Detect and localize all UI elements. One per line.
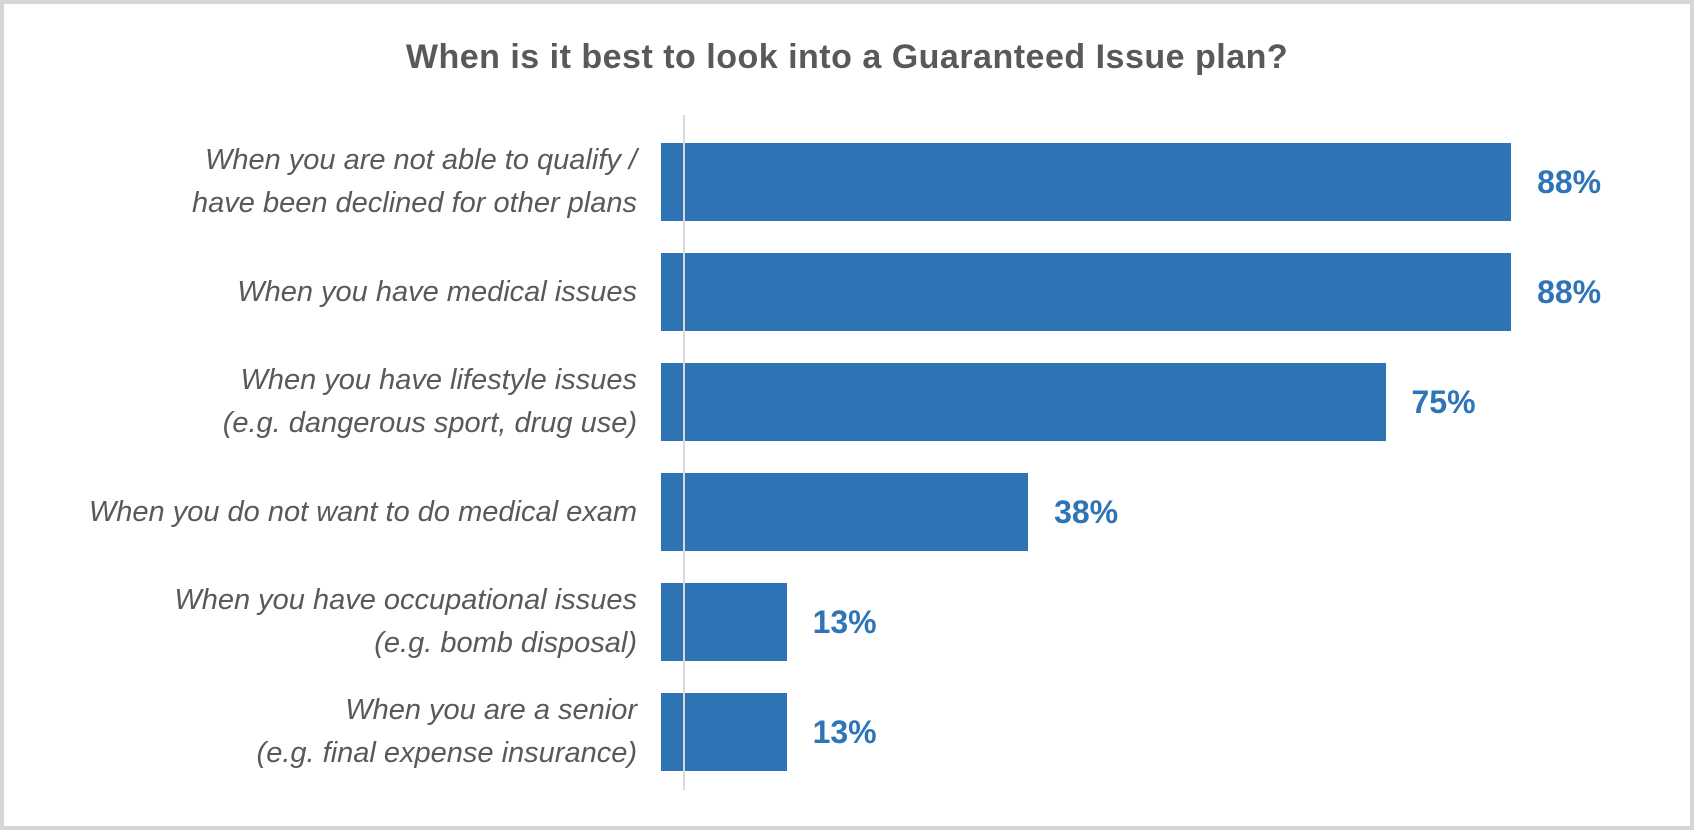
category-label: When you are a senior (e.g. final expens… <box>256 694 637 769</box>
bar <box>661 143 1512 221</box>
category-label: When you have occupational issues (e.g. … <box>174 584 637 659</box>
bar-row: When you are a senior (e.g. final expens… <box>4 677 1690 787</box>
value-label: 88% <box>1537 273 1602 310</box>
bar-row: When you have medical issues 88% <box>4 237 1690 347</box>
chart-title: When is it best to look into a Guarantee… <box>405 38 1289 76</box>
bar <box>661 473 1029 551</box>
bar-chart: When you are not able to qualify / have … <box>4 115 1690 790</box>
category-label: When you have lifestyle issues (e.g. dan… <box>222 364 637 439</box>
bar <box>661 363 1386 441</box>
category-label: When you are not able to qualify / have … <box>192 144 637 219</box>
bar-track: 13% <box>661 583 1627 661</box>
value-label: 38% <box>1054 493 1119 530</box>
value-label: 75% <box>1411 383 1476 420</box>
value-label: 13% <box>812 603 877 640</box>
value-label: 13% <box>812 713 877 750</box>
y-axis-line <box>683 115 685 790</box>
category-label: When you have medical issues <box>237 275 637 308</box>
bar <box>661 583 787 661</box>
value-label: 88% <box>1537 163 1602 200</box>
bar-row: When you are not able to qualify / have … <box>4 127 1690 237</box>
bar-row: When you have lifestyle issues (e.g. dan… <box>4 347 1690 457</box>
bar <box>661 693 787 771</box>
bar-track: 13% <box>661 693 1627 771</box>
bar-rows: When you are not able to qualify / have … <box>4 115 1690 787</box>
bar-track: 88% <box>661 253 1627 331</box>
category-label: When you do not want to do medical exam <box>88 495 637 528</box>
bar-track: 88% <box>661 143 1627 221</box>
bar-track: 38% <box>661 473 1627 551</box>
bar <box>661 253 1512 331</box>
bar-track: 75% <box>661 363 1627 441</box>
bar-row: When you do not want to do medical exam 3… <box>4 457 1690 567</box>
bar-row: When you have occupational issues (e.g. … <box>4 567 1690 677</box>
